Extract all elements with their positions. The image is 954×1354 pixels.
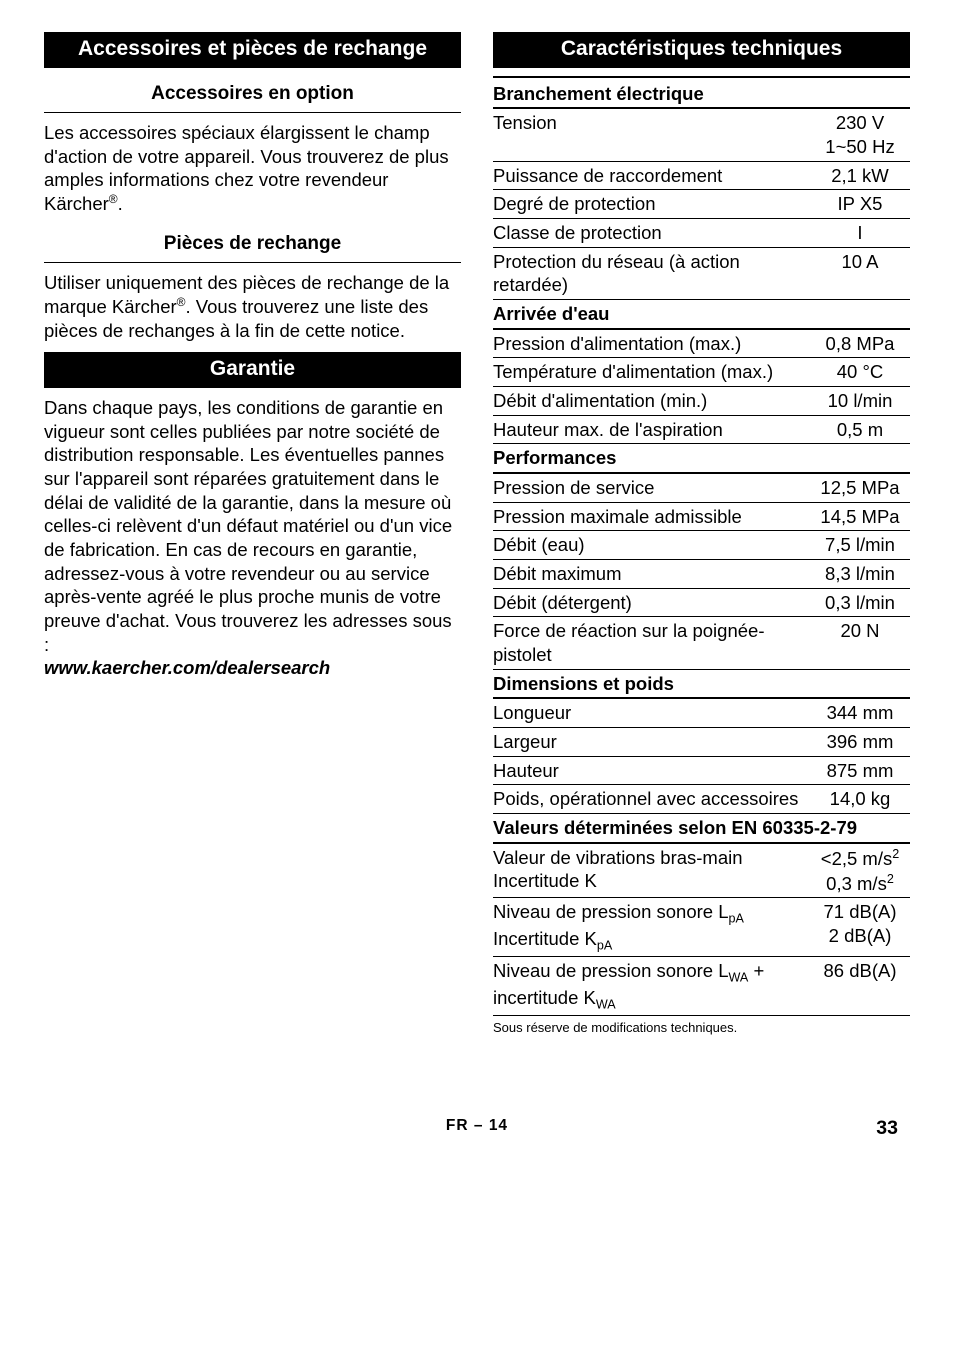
spec-label: Classe de protection <box>493 218 802 247</box>
subheading-spare-parts: Pièces de rechange <box>44 226 461 263</box>
spec-value: 12,5 MPa <box>802 473 910 502</box>
spec-value: 875 mm <box>802 756 910 785</box>
specs-table: Branchement électriqueTension230 V1~50 H… <box>493 80 910 1016</box>
spec-section-header: Performances <box>493 444 910 473</box>
spec-label: Niveau de pression sonore LpAIncertitude… <box>493 898 802 957</box>
footer-locale-page: FR – 14 <box>446 1116 508 1136</box>
spec-label: Pression de service <box>493 473 802 502</box>
footer-page-number: 33 <box>876 1116 898 1141</box>
spec-value: <2,5 m/s20,3 m/s2 <box>802 843 910 898</box>
spec-label: Largeur <box>493 728 802 757</box>
spec-label: Protection du réseau (à action retardée) <box>493 247 802 299</box>
spec-label: Température d'alimentation (max.) <box>493 358 802 387</box>
spec-section-header: Arrivée d'eau <box>493 299 910 328</box>
paragraph-spare-parts: Utiliser uniquement des pièces de rechan… <box>44 271 461 342</box>
heading-specs: Caractéristiques techniques <box>493 32 910 68</box>
spec-value: 7,5 l/min <box>802 531 910 560</box>
spec-label: Degré de protection <box>493 190 802 219</box>
spec-value: 2,1 kW <box>802 161 910 190</box>
spec-value: IP X5 <box>802 190 910 219</box>
dealer-search-link: www.kaercher.com/dealersearch <box>44 657 330 678</box>
spec-value: 14,0 kg <box>802 785 910 814</box>
text: Les accessoires spéciaux élargissent le … <box>44 122 449 214</box>
spec-value: I <box>802 218 910 247</box>
spec-value: 396 mm <box>802 728 910 757</box>
spec-value: 71 dB(A)2 dB(A) <box>802 898 910 957</box>
heading-warranty: Garantie <box>44 352 461 388</box>
footnote: Sous réserve de modifications techniques… <box>493 1020 910 1037</box>
spec-value: 40 °C <box>802 358 910 387</box>
spec-value: 14,5 MPa <box>802 502 910 531</box>
spec-label: Valeur de vibrations bras-mainIncertitud… <box>493 843 802 898</box>
spec-value: 0,5 m <box>802 415 910 444</box>
spec-value: 10 l/min <box>802 387 910 416</box>
spec-label: Débit d'alimentation (min.) <box>493 387 802 416</box>
spec-section-header: Dimensions et poids <box>493 669 910 698</box>
spec-value: 344 mm <box>802 698 910 727</box>
spec-value: 230 V1~50 Hz <box>802 108 910 161</box>
spec-label: Longueur <box>493 698 802 727</box>
paragraph-warranty: Dans chaque pays, les conditions de gara… <box>44 396 461 680</box>
heading-accessories: Accessoires et pièces de rechange <box>44 32 461 68</box>
spec-label: Poids, opérationnel avec accessoires <box>493 785 802 814</box>
spec-label: Pression maximale admissible <box>493 502 802 531</box>
spec-label: Tension <box>493 108 802 161</box>
spec-label: Force de réaction sur la poignée-pistole… <box>493 617 802 669</box>
spec-label: Débit (détergent) <box>493 588 802 617</box>
page-footer: FR – 14 33 <box>44 1116 910 1136</box>
spec-value: 0,8 MPa <box>802 329 910 358</box>
spec-label: Débit maximum <box>493 560 802 589</box>
spec-label: Débit (eau) <box>493 531 802 560</box>
spec-value: 10 A <box>802 247 910 299</box>
spec-label: Hauteur max. de l'aspiration <box>493 415 802 444</box>
rule <box>493 76 910 78</box>
spec-value: 86 dB(A) <box>802 956 910 1015</box>
subheading-optional-accessories: Accessoires en option <box>44 76 461 113</box>
spec-label: Hauteur <box>493 756 802 785</box>
spec-section-header: Branchement électrique <box>493 80 910 109</box>
spec-label: Pression d'alimentation (max.) <box>493 329 802 358</box>
registered-icon: ® <box>177 295 186 309</box>
spec-section-header: Valeurs déterminées selon EN 60335-2-79 <box>493 814 910 843</box>
spec-label: Niveau de pression sonore LWA + incertit… <box>493 956 802 1015</box>
registered-icon: ® <box>109 192 118 206</box>
spec-value: 0,3 l/min <box>802 588 910 617</box>
spec-value: 8,3 l/min <box>802 560 910 589</box>
paragraph-optional-accessories: Les accessoires spéciaux élargissent le … <box>44 121 461 216</box>
text: . <box>118 193 123 214</box>
spec-value: 20 N <box>802 617 910 669</box>
spec-label: Puissance de raccordement <box>493 161 802 190</box>
text: Dans chaque pays, les conditions de gara… <box>44 397 452 655</box>
